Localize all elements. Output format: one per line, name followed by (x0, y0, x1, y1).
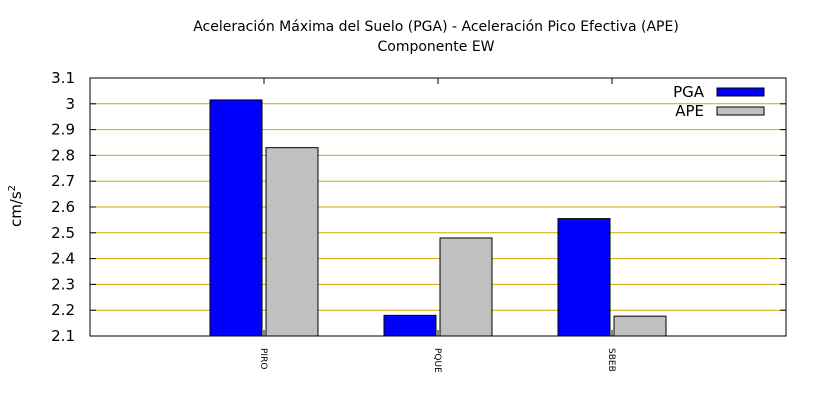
y-tick-label: 2.2 (51, 301, 75, 319)
y-axis-label-base: cm/s (7, 191, 25, 227)
y-tick-label: 2.5 (51, 224, 75, 242)
y-tick-label: 3 (65, 95, 75, 113)
y-tick-label: 3.1 (51, 69, 75, 87)
y-tick-label: 2.4 (51, 250, 75, 268)
y-tick-label: 2.8 (51, 146, 75, 164)
y-axis-label-superscript: 2 (7, 185, 18, 191)
grid (90, 103, 786, 311)
y-tick-label: 2.7 (51, 172, 75, 190)
x-tick-label: PQUE (432, 348, 442, 373)
y-ticks: 2.1 2.2 2.3 2.4 2.5 2.6 2.7 2.8 2.9 3 3.1 (51, 69, 786, 345)
y-tick-label: 2.3 (51, 275, 75, 293)
legend-swatch-ape (716, 106, 765, 116)
legend-label-pga: PGA (673, 83, 705, 101)
legend-label-ape: APE (675, 102, 704, 120)
chart-subtitle: Componente EW (377, 39, 494, 55)
bars (209, 99, 667, 337)
x-ticks: PIRO PQUE SBEB (258, 78, 616, 373)
bar-ape-sbeb (613, 315, 667, 337)
y-tick-label: 2.1 (51, 327, 75, 345)
bar-pga-sbeb (557, 218, 611, 337)
y-tick-label: 2.6 (51, 198, 75, 216)
bar-pga-pque (383, 314, 437, 337)
x-tick-label: SBEB (606, 348, 616, 372)
bar-ape-piro (265, 147, 319, 337)
y-tick-label: 2.9 (51, 121, 75, 139)
y-axis-label: cm/s2 (7, 185, 25, 227)
bar-pga-piro (209, 99, 263, 337)
chart-title: Aceleración Máxima del Suelo (PGA) - Ace… (193, 19, 679, 35)
bar-ape-pque (439, 237, 493, 337)
legend-swatch-pga (716, 87, 765, 97)
x-tick-label: PIRO (258, 348, 268, 369)
